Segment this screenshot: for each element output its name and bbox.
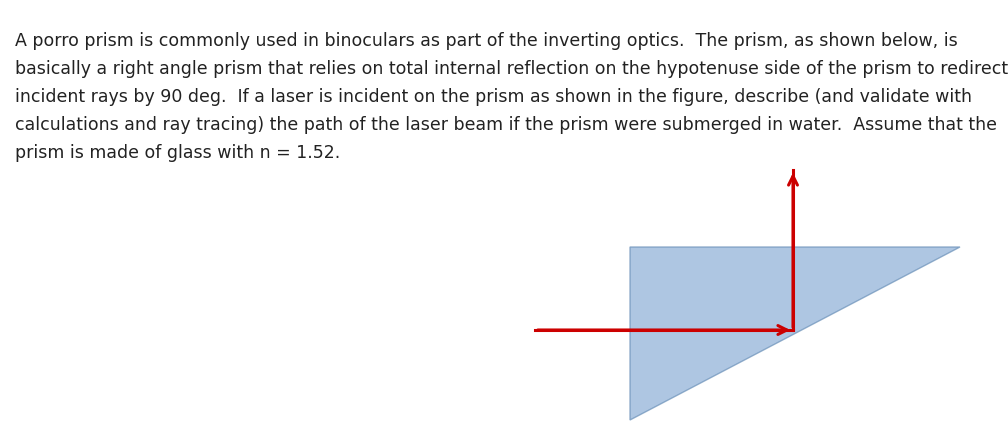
- Text: A porro prism is commonly used in binoculars as part of the inverting optics.  T: A porro prism is commonly used in binocu…: [15, 32, 958, 50]
- Text: incident rays by 90 deg.  If a laser is incident on the prism as shown in the fi: incident rays by 90 deg. If a laser is i…: [15, 88, 972, 106]
- Polygon shape: [630, 247, 960, 420]
- Text: basically a right angle prism that relies on total internal reflection on the hy: basically a right angle prism that relie…: [15, 60, 1008, 78]
- Text: prism is made of glass with n = 1.52.: prism is made of glass with n = 1.52.: [15, 144, 341, 162]
- Text: calculations and ray tracing) the path of the laser beam if the prism were subme: calculations and ray tracing) the path o…: [15, 116, 997, 134]
